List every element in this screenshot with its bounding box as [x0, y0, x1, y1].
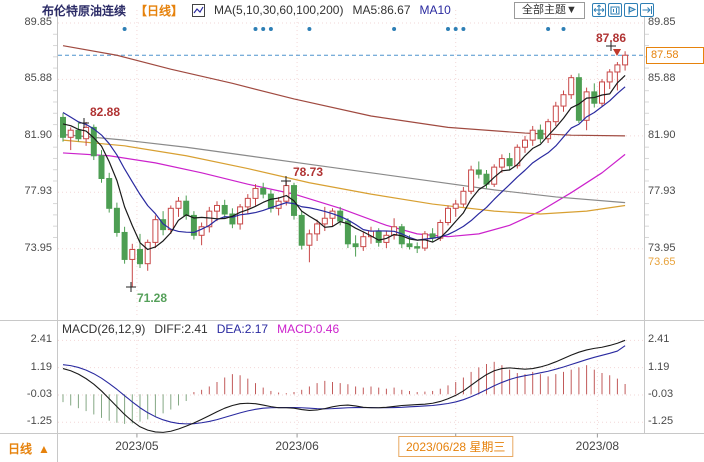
- macd-axis-label-left: 1.19: [30, 360, 52, 373]
- price-axis-label-left: 89.85: [24, 16, 52, 28]
- line-chart-icon: [192, 3, 206, 17]
- price-annotation: 71.28: [137, 291, 168, 305]
- price-axis-label-left: 81.90: [24, 128, 52, 141]
- price-axis-label-right: 81.90: [648, 128, 676, 141]
- price-axis-label-left: 85.88: [24, 72, 52, 85]
- macd-value-label: MACD:0.46: [277, 322, 340, 336]
- chart-header: 布伦特原油连续 【日线】 MA(5,10,30,60,100,200) MA5:…: [42, 2, 451, 18]
- pan-icon[interactable]: [592, 3, 606, 17]
- x-axis-tick-label: 2023/06: [275, 439, 319, 453]
- dea-value-label: DEA:2.17: [216, 322, 269, 336]
- macd-axis-label-right: -1.25: [648, 415, 674, 428]
- price-annotation: 78.73: [293, 165, 324, 179]
- crosshair-date-label: 2023/06/28 星期三: [397, 436, 514, 457]
- price-axis-label-left: 73.95: [24, 241, 52, 254]
- current-price-tag: 87.58: [646, 47, 704, 64]
- ma5-value-label: MA5:86.67: [352, 3, 411, 17]
- period-selector-label: 日线: [8, 442, 33, 456]
- export-icon[interactable]: [640, 3, 654, 17]
- macd-axis-label-right: -0.03: [648, 387, 674, 400]
- price-axis-label-right: 77.93: [648, 185, 676, 198]
- price-axis-label-right: 89.85: [648, 16, 676, 28]
- price-annotation: 87.86: [596, 31, 627, 45]
- chart-toolbar: [592, 3, 654, 17]
- x-axis-tick-label: 2023/08: [575, 439, 620, 453]
- themes-dropdown-button[interactable]: 全部主题▼: [514, 2, 585, 19]
- range-zoom-icon[interactable]: [608, 3, 622, 17]
- price-axis-label-right: 73.95: [648, 241, 676, 254]
- macd-axis-label-left: -1.25: [26, 415, 52, 428]
- price-axis-label-right: 85.88: [648, 72, 676, 85]
- macd-axis-label-left: 2.41: [30, 333, 52, 346]
- macd-axis-label-right: 1.19: [648, 360, 670, 373]
- price-axis-label-left: 77.93: [24, 185, 52, 198]
- macd-axis-label-left: -0.03: [26, 387, 52, 400]
- ma-settings-label: MA(5,10,30,60,100,200): [214, 3, 344, 17]
- period-selector[interactable]: 日线 ▲: [8, 440, 50, 457]
- macd-formula-label: MACD(26,12,9): [62, 322, 146, 336]
- macd-axis-label-right: 2.41: [648, 333, 670, 346]
- ma10-value-label: MA10: [419, 3, 451, 17]
- playback-icon[interactable]: [624, 3, 638, 17]
- period-tag: 【日线】: [135, 3, 184, 18]
- macd-header: MACD(26,12,9) DIFF:2.41 DEA:2.17 MACD:0.…: [62, 322, 339, 336]
- x-axis-tick-label: 2023/05: [115, 439, 159, 453]
- low-price-tag: 73.65: [648, 256, 676, 268]
- price-annotation: 82.88: [90, 105, 121, 119]
- diff-value-label: DIFF:2.41: [154, 322, 208, 336]
- chevron-up-icon: ▲: [38, 441, 50, 456]
- instrument-title: 布伦特原油连续: [42, 3, 127, 18]
